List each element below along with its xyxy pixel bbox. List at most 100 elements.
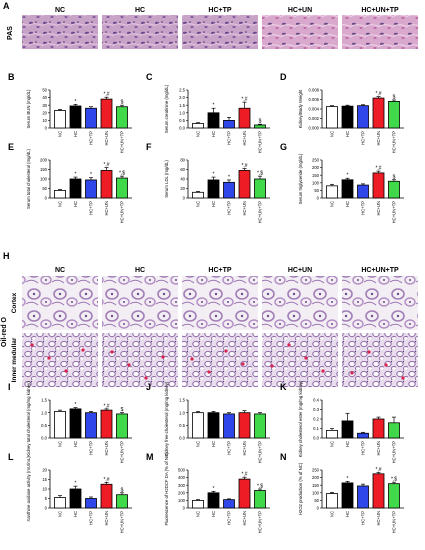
lipid-droplet (241, 362, 245, 366)
y-axis-label: Kidney total cholesterol (mg/mg kidney) (26, 381, 31, 457)
x-tick-label: HC (345, 511, 350, 517)
group-header-a: NC (55, 7, 65, 14)
bar-nc (326, 185, 338, 199)
y-tick-label: 5 (45, 496, 48, 501)
chart-b: 0 10 20 30 40 50 Serum BUN (mg/dL) NC * HC HC+TP *,… (26, 88, 132, 153)
x-tick-label: HC+UN+TP (120, 201, 125, 224)
bar-hc-un (238, 412, 251, 439)
significance-mark: $ (259, 119, 262, 125)
bar-hc-un-tp (254, 178, 266, 199)
x-tick-label: HC+TP (89, 131, 94, 145)
lipid-droplet (161, 355, 165, 359)
significance-mark: * (228, 174, 230, 180)
bar-nc (326, 106, 338, 129)
y-tick-label: 150 (312, 173, 320, 178)
panel-letter-i: I (8, 382, 11, 392)
y-tick-label: 0.1 (313, 426, 319, 431)
x-tick-label: HC+TP (227, 201, 232, 215)
y-tick-label: 0 (183, 506, 186, 511)
x-tick-label: HC+TP (89, 201, 94, 215)
bar-hc-un (100, 409, 113, 439)
y-tick-label: 0 (317, 506, 320, 511)
x-tick-label: HC+UN (104, 511, 109, 526)
bar-hc-tp (357, 485, 369, 509)
x-tick-label: HC+UN (242, 131, 247, 146)
x-tick-label: HC+TP (361, 131, 366, 145)
y-tick-label: 500 (178, 468, 186, 473)
panel-letter-d: D (280, 72, 287, 82)
chart-g: 0 50 100 150 200 250 Serum triglyceride (mg/dL… (298, 153, 404, 223)
y-axis-label: Kidney free cholesterol (mg/mg kidney) (164, 381, 169, 456)
x-tick-label: HC+TP (361, 441, 366, 455)
x-tick-label: HC+TP (361, 511, 366, 525)
x-tick-label: NC (58, 131, 63, 137)
x-tick-label: HC+UN (242, 441, 247, 456)
x-tick-label: NC (330, 131, 335, 137)
significance-mark: *,# (375, 166, 381, 172)
bar-hc (207, 492, 220, 509)
y-tick-label: 250 (312, 158, 320, 163)
bar-hc-tp (85, 107, 97, 129)
y-tick-label: 20 (180, 186, 185, 191)
significance-mark: * (75, 481, 77, 487)
pas-micrograph (342, 15, 418, 49)
lipid-droplet (81, 348, 85, 352)
y-tick-label: 100 (312, 180, 320, 185)
y-tick-label: 2.5 (179, 88, 185, 93)
y-axis-label: Serum total cholesterol (mg/dL) (26, 148, 31, 209)
y-tick-label: 0.008 (309, 88, 320, 93)
y-tick-label: 300 (178, 483, 186, 488)
significance-mark: *,$ (119, 171, 125, 177)
cortex-micrograph (102, 276, 178, 330)
bar-hc-un (372, 172, 385, 199)
bar-hc-un-tp (254, 413, 266, 439)
medulla-micrograph (102, 333, 178, 387)
panel-letter-e: E (8, 142, 14, 152)
bar-nc (192, 191, 204, 199)
bar-hc (69, 105, 82, 129)
cortex-micrograph (182, 276, 258, 330)
x-tick-label: HC+TP (227, 131, 232, 145)
significance-mark: $ (121, 100, 124, 106)
y-tick-label: 0.000 (309, 126, 320, 131)
significance-mark: *,# (241, 163, 247, 169)
y-axis-label: H2O2 production (% of NC) (298, 462, 303, 515)
significance-mark: *,# (375, 91, 381, 97)
x-tick-label: NC (330, 201, 335, 207)
significance-mark: $ (121, 407, 124, 413)
x-tick-label: HC+UN+TP (258, 201, 263, 224)
x-tick-label: HC+UN+TP (392, 131, 397, 154)
bar-hc (207, 112, 220, 129)
x-tick-label: HC+UN (376, 441, 381, 456)
bar-nc (54, 110, 66, 129)
x-tick-label: HC (211, 131, 216, 137)
x-tick-label: HC+TP (227, 511, 232, 525)
stain-label-pas: PAS (7, 26, 14, 40)
lipid-droplet (224, 349, 228, 353)
x-tick-label: NC (196, 201, 201, 207)
y-tick-label: 0.2 (313, 417, 319, 422)
significance-mark: * (90, 172, 92, 178)
y-tick-label: 0 (183, 196, 186, 201)
y-axis-label: Fluorescence of H2DCF DA (% of NC) (164, 452, 169, 526)
medulla-micrograph (22, 333, 98, 387)
y-tick-label: 30 (42, 103, 47, 108)
x-tick-label: HC+UN (104, 201, 109, 216)
cortex-micrograph (22, 276, 98, 330)
bar-hc (69, 408, 82, 439)
y-tick-label: 15 (42, 477, 47, 482)
y-axis-label: Kidney cholesterol ester (mg/mg kidney) (298, 380, 303, 457)
y-tick-label: 1.0 (179, 410, 185, 415)
x-tick-label: HC+UN+TP (392, 441, 397, 464)
bar-hc-un-tp (388, 483, 400, 509)
lipid-droplet (144, 376, 148, 380)
y-tick-label: 200 (312, 165, 320, 170)
bar-hc-un-tp (388, 422, 400, 439)
lipid-droplet (401, 376, 405, 380)
y-tick-label: 0.004 (309, 107, 320, 112)
group-header-h: HC+UN (288, 267, 312, 274)
y-tick-label: 0 (317, 196, 320, 201)
y-tick-label: 0.0 (179, 126, 185, 131)
lipid-droplet (30, 343, 34, 347)
y-tick-label: 1.0 (41, 410, 47, 415)
